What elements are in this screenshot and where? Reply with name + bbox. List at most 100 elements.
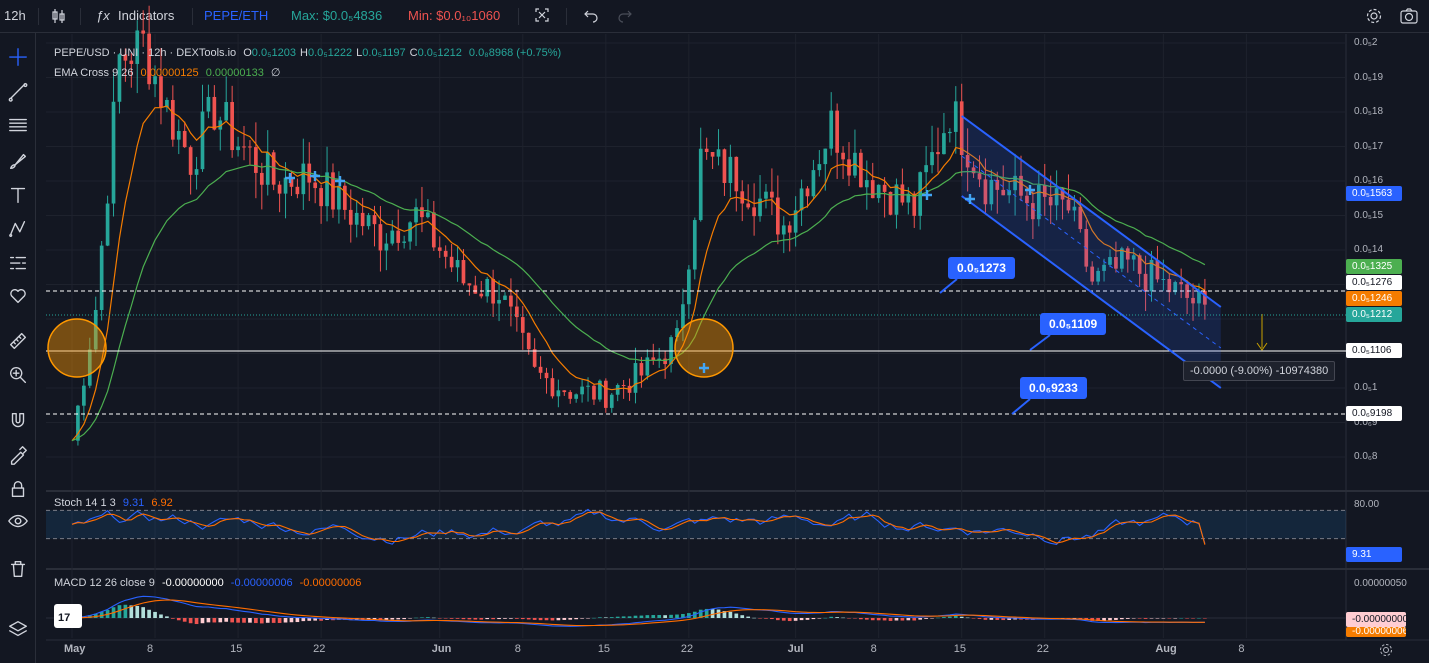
macd-bar (805, 618, 810, 620)
candle-body (372, 215, 377, 225)
macd-bar (829, 616, 834, 618)
candle (716, 129, 721, 166)
crosshair-icon[interactable] (6, 45, 30, 69)
candle-body (888, 191, 893, 215)
macd-bar (1161, 618, 1166, 619)
candle-body (675, 328, 679, 338)
layers-icon[interactable] (6, 617, 30, 641)
macd-bar (698, 609, 703, 618)
ema-slow-line (71, 164, 1206, 442)
candle-body (111, 101, 116, 204)
candle-body (449, 256, 454, 268)
brush-icon[interactable] (6, 149, 30, 173)
ohlc-l: L0.0₅1197 (356, 47, 406, 59)
time-tick: 15 (230, 643, 243, 655)
magnet-icon[interactable] (6, 409, 30, 433)
lock-draw-icon[interactable] (6, 443, 30, 467)
macd-bar (509, 618, 513, 619)
candle-body (698, 148, 703, 221)
candle (360, 197, 365, 236)
macd-bar (194, 618, 199, 625)
candle-body (414, 207, 418, 223)
candle (485, 277, 490, 303)
trendline-icon[interactable] (6, 79, 30, 103)
candle-body (1048, 196, 1053, 206)
candle-body (319, 188, 323, 207)
candle (598, 379, 602, 402)
candle (1108, 249, 1112, 268)
candle-body (82, 385, 86, 406)
candle (242, 125, 246, 161)
heart-icon[interactable] (6, 283, 30, 307)
macd-bar (254, 618, 258, 624)
candle (621, 379, 626, 399)
macd-bar (479, 618, 484, 620)
candle-body (663, 358, 667, 365)
callout-lower[interactable]: 0.0₆9233 (1020, 377, 1087, 399)
callout-middle[interactable]: 0.0₅1109 (1040, 313, 1107, 335)
candle (912, 191, 917, 228)
macd-bar (918, 618, 923, 620)
candle-body (835, 110, 839, 153)
axis-settings-icon[interactable] (1378, 642, 1394, 663)
settings-icon[interactable] (1365, 7, 1383, 30)
candle-body (799, 188, 804, 211)
candle (1054, 170, 1059, 221)
candle (983, 158, 988, 213)
candle-body (704, 148, 709, 153)
macd-bar (87, 615, 92, 618)
undo-icon[interactable] (583, 7, 599, 28)
trash-icon[interactable] (6, 557, 30, 581)
macd-bar (995, 618, 1000, 620)
candles-icon[interactable] (50, 7, 68, 30)
candle (1007, 182, 1011, 204)
highlight-circle (674, 318, 734, 378)
stoch-last-tag: 9.31 (1346, 547, 1402, 562)
macd-bar (307, 618, 312, 621)
candle (864, 160, 869, 210)
eye-icon[interactable] (6, 509, 30, 533)
indicators-button[interactable]: Indicators (118, 8, 175, 23)
callout-upper[interactable]: 0.0₅1273 (948, 257, 1015, 279)
lock-icon[interactable] (6, 477, 30, 501)
indicators-icon[interactable]: ƒx (96, 8, 110, 23)
compare-pair[interactable]: PEPE/ETH (204, 8, 269, 23)
candle (443, 245, 448, 269)
candle-body (360, 212, 365, 227)
candles (76, 5, 1207, 446)
candle-body (153, 76, 157, 85)
pattern-icon[interactable] (6, 217, 30, 241)
macd-bar (657, 614, 662, 618)
stoch-band (46, 510, 1346, 539)
text-icon[interactable] (6, 183, 30, 207)
fullscreen-icon[interactable] (534, 7, 550, 28)
macd-bar (491, 618, 495, 620)
candle-body (930, 152, 934, 166)
redo-icon[interactable] (617, 7, 633, 28)
ruler-icon[interactable] (6, 329, 30, 353)
candle-body (977, 173, 982, 180)
interval-selector[interactable]: 12h (4, 8, 26, 23)
candle-body (443, 250, 448, 257)
price-tick: 0.0₅16 (1354, 175, 1384, 186)
candle-body (1036, 185, 1041, 220)
candle-body (645, 357, 650, 376)
candle (651, 343, 656, 365)
camera-icon[interactable] (1399, 7, 1419, 30)
candle (835, 103, 839, 179)
price-tag-5: 0.0₅1212 (1346, 307, 1402, 322)
zoom-icon[interactable] (6, 363, 30, 387)
candle (194, 156, 199, 190)
candle (538, 356, 543, 379)
candle (556, 379, 561, 408)
forecast-icon[interactable] (6, 251, 30, 275)
macd-histogram (70, 604, 1207, 625)
candle (206, 84, 211, 119)
candle (76, 404, 80, 446)
toolbar-divider (38, 8, 39, 25)
price-tag-7: 0.0₆9198 (1346, 406, 1402, 421)
buy-marker (1025, 185, 1035, 195)
macd-bar (182, 618, 187, 622)
fib-icon[interactable] (6, 113, 30, 137)
